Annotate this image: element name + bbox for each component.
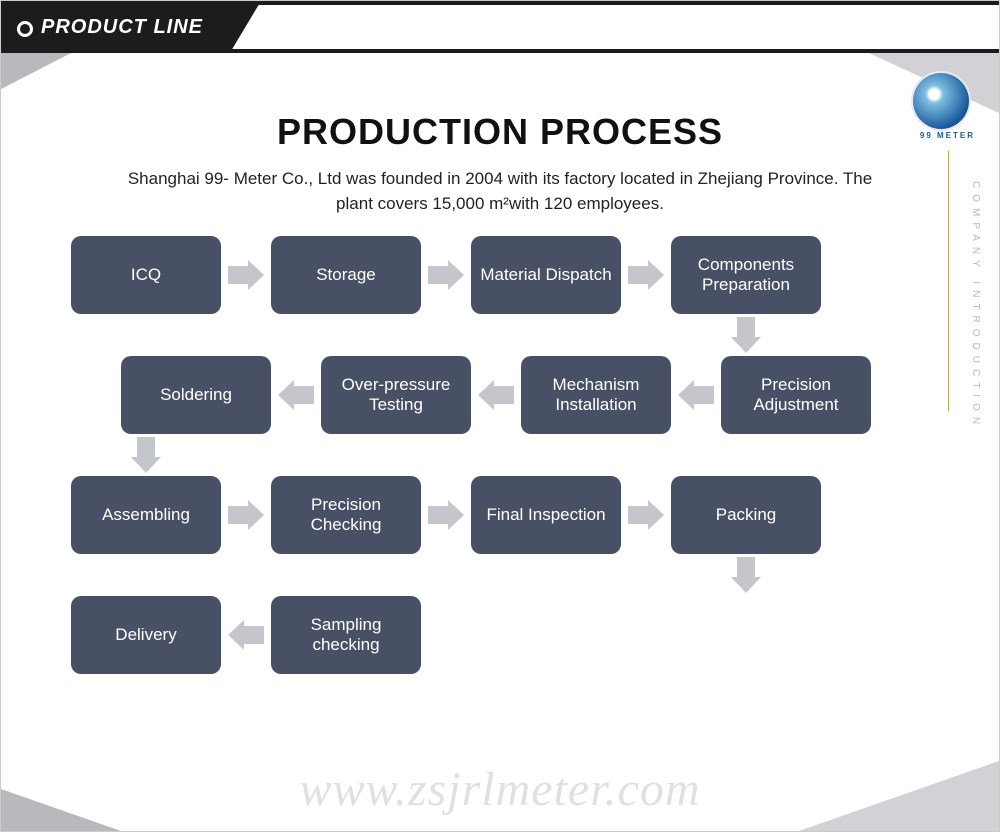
- flow-box: Over-pressure Testing: [321, 356, 471, 434]
- flow-row: ICQ Storage Material Dispatch Components Pr…: [71, 236, 871, 314]
- flow-box: Material Dispatch: [471, 236, 621, 314]
- arrow-down-icon: [131, 437, 167, 479]
- deco-triangle-tl: [1, 53, 71, 89]
- flow-box: Precision Checking: [271, 476, 421, 554]
- gold-divider: [948, 151, 949, 411]
- arrow-icon: [671, 380, 721, 410]
- header-label: PRODUCT LINE: [41, 16, 203, 39]
- flow-row: Sampling checking Delivery: [71, 596, 871, 674]
- flow-box: Packing: [671, 476, 821, 554]
- flow-box: Soldering: [121, 356, 271, 434]
- arrow-down-icon: [731, 557, 767, 599]
- watermark: www.zsjrlmeter.com: [299, 762, 700, 817]
- flow-box: Mechanism Installation: [521, 356, 671, 434]
- header-banner: PRODUCT LINE: [1, 1, 261, 53]
- page-subtitle: Shanghai 99- Meter Co., Ltd was founded …: [120, 167, 880, 216]
- arrow-icon: [221, 620, 271, 650]
- flowchart: ICQ Storage Material Dispatch Components Pr…: [71, 236, 871, 716]
- arrow-icon: [621, 260, 671, 290]
- brand-logo-text: 99 METER: [920, 131, 975, 140]
- page: PRODUCT LINE 99 METER COMPANY INTRODUCTI…: [0, 0, 1000, 832]
- deco-triangle-br: [799, 761, 999, 831]
- arrow-icon: [221, 500, 271, 530]
- bullet-icon: [17, 21, 33, 37]
- flow-row: Precision Adjustment Mechanism Installati…: [71, 356, 871, 434]
- side-caption: COMPANY INTRODUCTION: [970, 181, 981, 430]
- flow-box: Delivery: [71, 596, 221, 674]
- arrow-icon: [421, 500, 471, 530]
- flow-box: Precision Adjustment: [721, 356, 871, 434]
- arrow-icon: [271, 380, 321, 410]
- header-bar: PRODUCT LINE: [1, 1, 999, 53]
- arrow-icon: [421, 260, 471, 290]
- arrow-icon: [621, 500, 671, 530]
- flow-box: Assembling: [71, 476, 221, 554]
- flow-box: Storage: [271, 236, 421, 314]
- flow-box: Final Inspection: [471, 476, 621, 554]
- flow-box: Sampling checking: [271, 596, 421, 674]
- arrow-icon: [221, 260, 271, 290]
- brand-logo-icon: [913, 73, 969, 129]
- flow-row: Assembling Precision Checking Final Inspec…: [71, 476, 871, 554]
- flow-box: Components Preparation: [671, 236, 821, 314]
- deco-triangle-bl: [1, 789, 121, 831]
- arrow-icon: [471, 380, 521, 410]
- flow-box: ICQ: [71, 236, 221, 314]
- page-title: PRODUCTION PROCESS: [1, 111, 999, 153]
- arrow-down-icon: [731, 317, 767, 359]
